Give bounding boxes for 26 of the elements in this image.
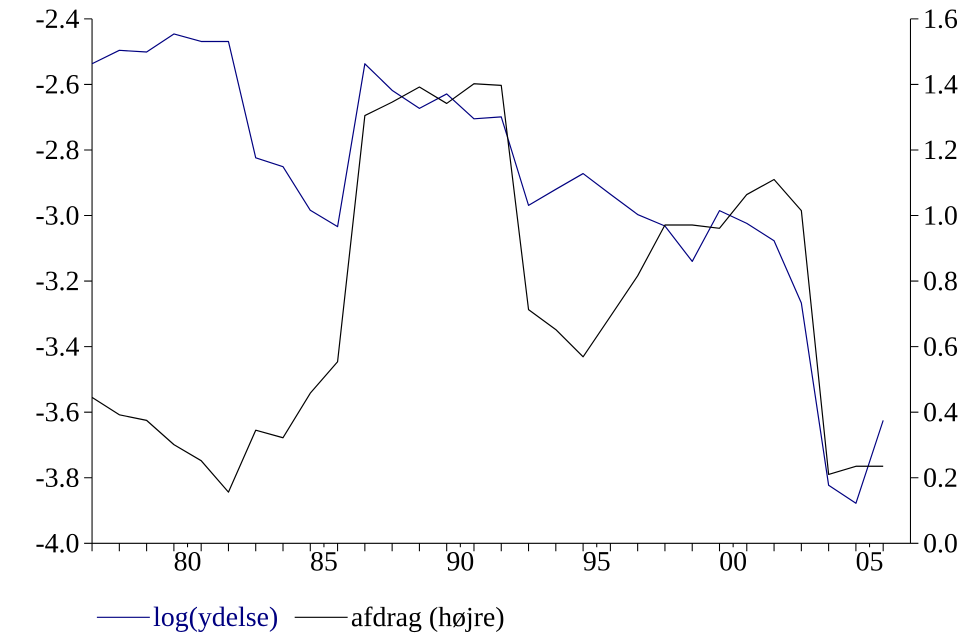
x-tick-label: 05 — [856, 552, 882, 571]
legend-label: afdrag (højre) — [352, 606, 504, 632]
y-tick-label: -2.8 — [36, 140, 78, 160]
x-tick-label: 95 — [584, 552, 610, 571]
x-tick-label: 00 — [720, 552, 746, 571]
y-tick-label: -3.2 — [36, 272, 78, 291]
y2-tick-label: 0.0 — [924, 534, 957, 553]
legend-label: log(ydelse) — [154, 606, 277, 632]
y-tick-label: -2.6 — [36, 75, 79, 94]
y-tick-label: -3.4 — [36, 337, 80, 356]
x-tick-label: 90 — [447, 552, 474, 571]
x-tick-label: 85 — [311, 552, 337, 571]
y-tick-label: -2.4 — [36, 10, 80, 28]
y2-tick-label: 1.0 — [926, 206, 957, 226]
y2-tick-label: 0.4 — [924, 402, 958, 422]
y2-tick-label: 1.4 — [926, 75, 958, 94]
y-tick-label: -4.0 — [36, 534, 78, 553]
y2-tick-label: 0.2 — [924, 468, 956, 488]
y2-tick-label: 0.6 — [924, 337, 958, 356]
y-tick-label: -3.0 — [36, 206, 78, 226]
y2-tick-label: 1.2 — [926, 140, 956, 160]
y-tick-label: -3.6 — [36, 402, 79, 422]
y2-tick-label: 1.6 — [926, 10, 958, 28]
x-tick-label: 80 — [174, 552, 200, 571]
y-tick-label: -3.8 — [36, 468, 78, 488]
y2-tick-label: 0.8 — [924, 272, 957, 291]
